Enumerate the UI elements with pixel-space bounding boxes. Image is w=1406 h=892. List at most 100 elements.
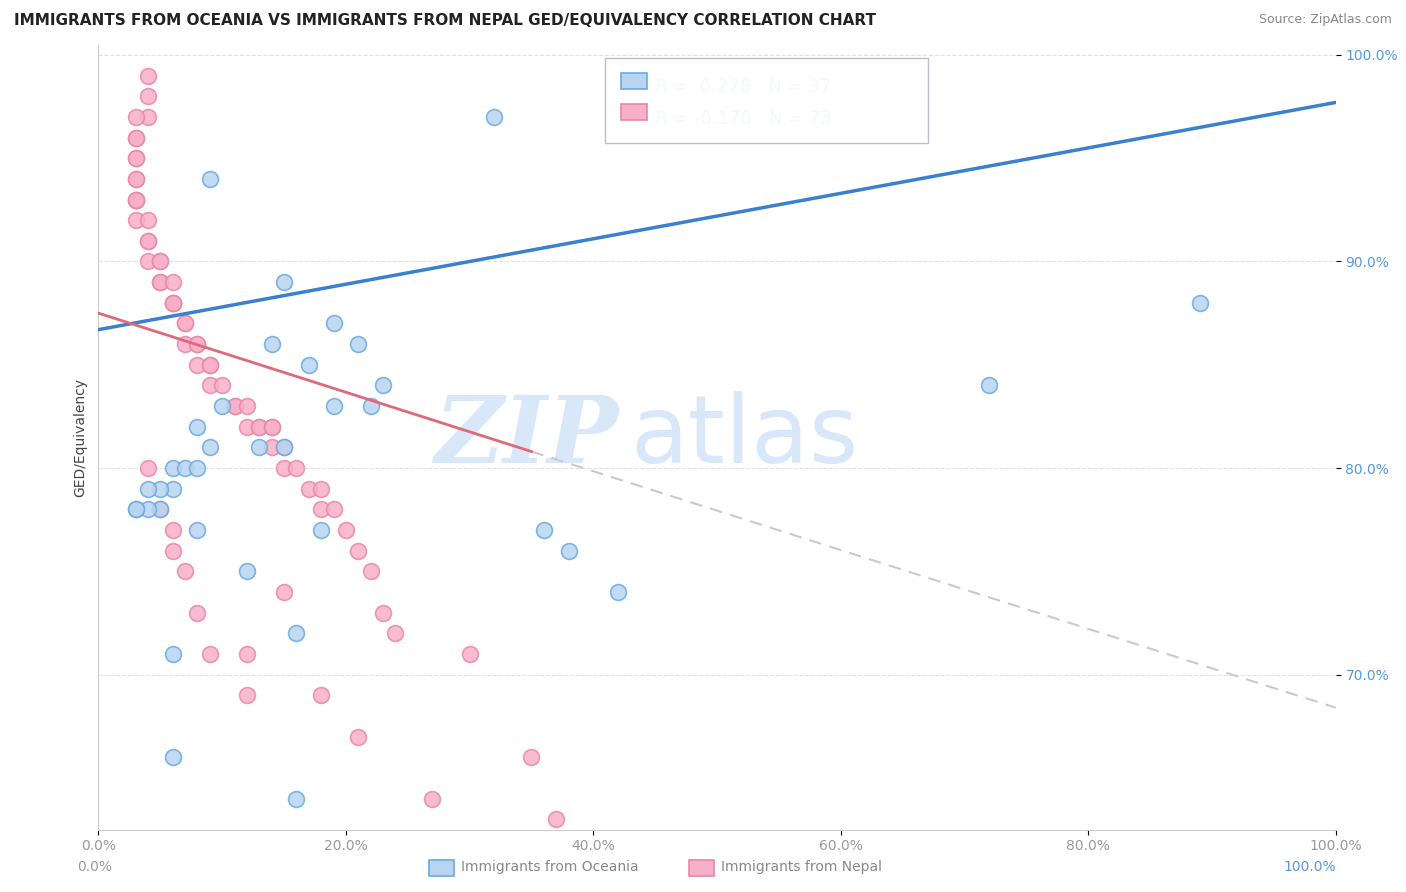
Text: Immigrants from Nepal: Immigrants from Nepal (721, 860, 883, 874)
Point (273, 441, 295, 455)
Point (162, 461, 184, 475)
Point (124, 151, 146, 165)
Point (273, 461, 295, 475)
Point (347, 730, 370, 744)
Text: R = -0.170   N = 73: R = -0.170 N = 73 (655, 110, 832, 128)
Point (247, 441, 270, 455)
Point (322, 399, 344, 413)
Point (198, 172, 221, 186)
Point (124, 172, 146, 186)
Point (136, 89, 159, 103)
Point (124, 130, 146, 145)
Point (224, 399, 246, 413)
Point (124, 172, 146, 186)
Point (149, 275, 172, 289)
Point (309, 502, 332, 516)
Point (309, 688, 332, 702)
Point (236, 419, 259, 434)
Point (1188, 295, 1211, 310)
Point (136, 461, 159, 475)
Point (384, 626, 406, 640)
Point (533, 523, 555, 537)
Point (186, 461, 208, 475)
Point (186, 337, 208, 351)
Point (236, 647, 259, 661)
Point (124, 151, 146, 165)
Point (422, 791, 444, 805)
Point (273, 441, 295, 455)
Point (236, 399, 259, 413)
Point (124, 193, 146, 207)
Point (124, 193, 146, 207)
Text: atlas: atlas (630, 391, 859, 483)
Point (124, 213, 146, 227)
Point (186, 419, 208, 434)
Point (186, 358, 208, 372)
Point (546, 812, 568, 826)
Point (360, 399, 382, 413)
Point (136, 213, 159, 227)
Point (247, 419, 270, 434)
Point (260, 419, 283, 434)
Point (520, 750, 543, 764)
Point (347, 337, 370, 351)
Point (186, 523, 208, 537)
Text: Source: ZipAtlas.com: Source: ZipAtlas.com (1258, 13, 1392, 27)
Point (335, 523, 357, 537)
Point (136, 234, 159, 248)
Point (198, 647, 221, 661)
Point (236, 688, 259, 702)
Point (124, 193, 146, 207)
Point (149, 502, 172, 516)
Point (149, 254, 172, 268)
Point (211, 399, 233, 413)
Point (260, 419, 283, 434)
Point (198, 378, 221, 392)
Point (322, 502, 344, 516)
Point (136, 234, 159, 248)
Point (149, 254, 172, 268)
Point (198, 358, 221, 372)
Point (260, 441, 283, 455)
Point (162, 647, 184, 661)
Point (298, 482, 321, 496)
Point (124, 130, 146, 145)
Point (162, 295, 184, 310)
Point (557, 543, 579, 558)
Point (484, 110, 506, 124)
Point (224, 399, 246, 413)
Point (174, 317, 197, 331)
Point (371, 606, 394, 620)
Text: ZIP: ZIP (434, 392, 619, 482)
Point (162, 275, 184, 289)
Point (149, 482, 172, 496)
Point (174, 337, 197, 351)
Point (285, 791, 308, 805)
Point (162, 295, 184, 310)
Point (162, 543, 184, 558)
Point (360, 565, 382, 579)
Point (260, 337, 283, 351)
Point (979, 378, 1001, 392)
Point (298, 358, 321, 372)
Point (136, 254, 159, 268)
Point (174, 461, 197, 475)
Point (309, 523, 332, 537)
Point (273, 585, 295, 599)
Point (149, 502, 172, 516)
Point (285, 461, 308, 475)
Point (198, 441, 221, 455)
Point (149, 275, 172, 289)
Point (162, 482, 184, 496)
Point (136, 69, 159, 83)
Point (273, 275, 295, 289)
Point (607, 585, 630, 599)
Point (162, 523, 184, 537)
Point (285, 626, 308, 640)
Point (136, 110, 159, 124)
Point (136, 502, 159, 516)
Point (186, 606, 208, 620)
Point (174, 565, 197, 579)
Point (124, 502, 146, 516)
Point (162, 295, 184, 310)
